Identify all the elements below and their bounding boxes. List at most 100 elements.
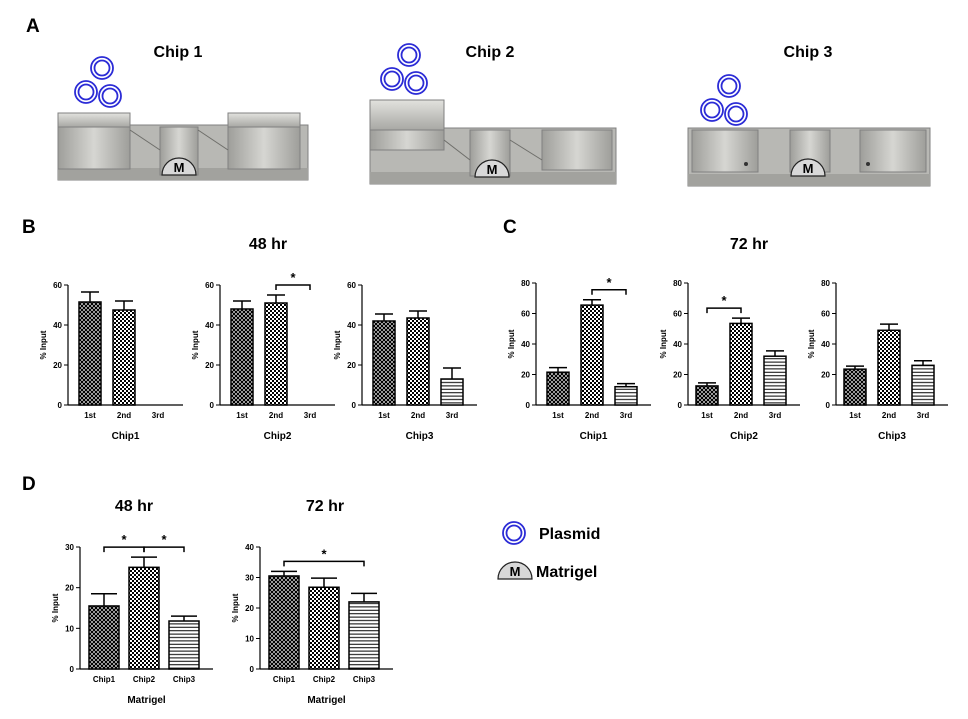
- x-tick-label: Chip1: [273, 675, 296, 684]
- panel-label-a: A: [26, 16, 40, 37]
- bar: [348, 601, 380, 670]
- bar: [128, 566, 160, 670]
- bar: [877, 329, 901, 406]
- y-axis-label: % Input: [333, 330, 342, 359]
- y-tick-label: 0: [352, 401, 357, 410]
- x-axis-label: Chip3: [878, 431, 906, 442]
- bar: [168, 620, 200, 670]
- y-tick-label: 80: [821, 279, 830, 288]
- y-tick-label: 60: [347, 281, 356, 290]
- chart-d-72hr: 0 10 20 30 40 % Input Chip1 Chip2 Chip3 Matrigel *: [231, 543, 393, 706]
- panel-label-b: B: [22, 217, 36, 238]
- section-title-b: 48 hr: [249, 236, 287, 253]
- bar: [406, 317, 430, 406]
- panel-label-c: C: [503, 217, 517, 238]
- chip2-plasmids: [380, 43, 428, 95]
- x-tick-label: 3rd: [917, 411, 930, 420]
- y-axis-label: % Input: [191, 330, 200, 359]
- significance-marker: *: [161, 532, 167, 547]
- x-tick-label: Chip2: [133, 675, 156, 684]
- chip2-title: Chip 2: [466, 44, 515, 61]
- chart-c-chip3: 0 20 40 60 80 % Input 1st 2nd 3rd Chip3: [807, 279, 948, 442]
- significance-marker: *: [321, 546, 327, 561]
- y-tick-label: 10: [245, 635, 254, 644]
- bar: [372, 320, 396, 406]
- significance-bracket: [591, 289, 627, 295]
- legend-matrigel-symbol: M: [510, 564, 521, 579]
- chart-b-chip2: 0 20 40 60 % Input 1st 2nd 3rd Chip2 *: [191, 270, 335, 442]
- x-tick-label: 1st: [552, 411, 564, 420]
- chip1-matrigel-label: M: [174, 160, 185, 175]
- y-tick-label: 30: [65, 543, 74, 552]
- y-tick-label: 60: [821, 310, 830, 319]
- bar: [763, 355, 787, 406]
- y-axis-label: % Input: [231, 593, 240, 622]
- x-tick-label: 1st: [849, 411, 861, 420]
- x-tick-label: 1st: [378, 411, 390, 420]
- y-tick-label: 20: [245, 604, 254, 613]
- chip1-plasmids: [74, 56, 122, 108]
- chart-b-chip1: 0 20 40 60 % Input 1st 2nd 3rd Chip1: [39, 281, 183, 442]
- significance-marker: *: [606, 275, 612, 290]
- plasmid-legend-icon: [502, 521, 526, 545]
- bar: [268, 575, 300, 670]
- y-tick-label: 40: [521, 340, 530, 349]
- bar: [264, 302, 288, 406]
- chip1-title: Chip 1: [154, 44, 203, 61]
- chip2-matrigel: M: [474, 159, 510, 178]
- x-axis-label: Chip1: [580, 431, 608, 442]
- significance-bracket: [283, 560, 365, 567]
- chip3-right-well: [859, 129, 927, 173]
- chip1-matrigel: M: [161, 157, 197, 176]
- y-axis-label: % Input: [51, 593, 60, 622]
- section-title-d48: 48 hr: [115, 498, 153, 515]
- y-tick-label: 20: [205, 361, 214, 370]
- y-axis-label: % Input: [507, 329, 516, 358]
- significance-bracket: [706, 307, 742, 314]
- y-tick-label: 0: [58, 401, 63, 410]
- y-tick-label: 40: [205, 321, 214, 330]
- chart-b-chip3: 0 20 40 60 % Input 1st 2nd 3rd Chip3: [333, 281, 477, 442]
- chip3-plasmids: [700, 74, 748, 126]
- y-tick-label: 0: [70, 665, 75, 674]
- x-axis-label: Chip2: [730, 431, 758, 442]
- y-tick-label: 20: [821, 371, 830, 380]
- chip2-right-well: [541, 129, 613, 171]
- x-tick-label: 3rd: [446, 411, 459, 420]
- y-tick-label: 60: [673, 310, 682, 319]
- bar: [580, 304, 604, 406]
- section-title-c: 72 hr: [730, 236, 768, 253]
- y-tick-label: 0: [678, 401, 683, 410]
- x-tick-label: 2nd: [117, 411, 131, 420]
- bar: [911, 364, 935, 406]
- significance-marker: *: [721, 293, 727, 308]
- y-tick-label: 60: [205, 281, 214, 290]
- bar: [729, 322, 753, 406]
- x-tick-label: Chip2: [313, 675, 336, 684]
- y-tick-label: 40: [245, 543, 254, 552]
- chip1-diagram: M: [57, 56, 309, 181]
- y-tick-label: 40: [821, 340, 830, 349]
- y-axis-label: % Input: [39, 330, 48, 359]
- y-tick-label: 30: [245, 574, 254, 583]
- section-title-d72: 72 hr: [306, 498, 344, 515]
- chip3-matrigel: M: [790, 158, 826, 177]
- x-tick-label: 1st: [84, 411, 96, 420]
- bar: [843, 368, 867, 406]
- bar: [308, 586, 340, 670]
- bar: [614, 385, 638, 406]
- y-tick-label: 20: [673, 371, 682, 380]
- x-tick-label: Chip1: [93, 675, 116, 684]
- y-tick-label: 20: [347, 361, 356, 370]
- significance-marker: *: [290, 270, 296, 285]
- bar: [78, 301, 102, 406]
- x-tick-label: 3rd: [620, 411, 633, 420]
- significance-bracket: [275, 284, 311, 290]
- y-tick-label: 40: [673, 340, 682, 349]
- y-tick-label: 80: [673, 279, 682, 288]
- bar: [230, 308, 254, 406]
- x-tick-label: Chip3: [173, 675, 196, 684]
- chart-c-chip1: 0 20 40 60 80 % Input 1st 2nd 3rd Chip1 *: [507, 275, 651, 442]
- x-tick-label: 1st: [701, 411, 713, 420]
